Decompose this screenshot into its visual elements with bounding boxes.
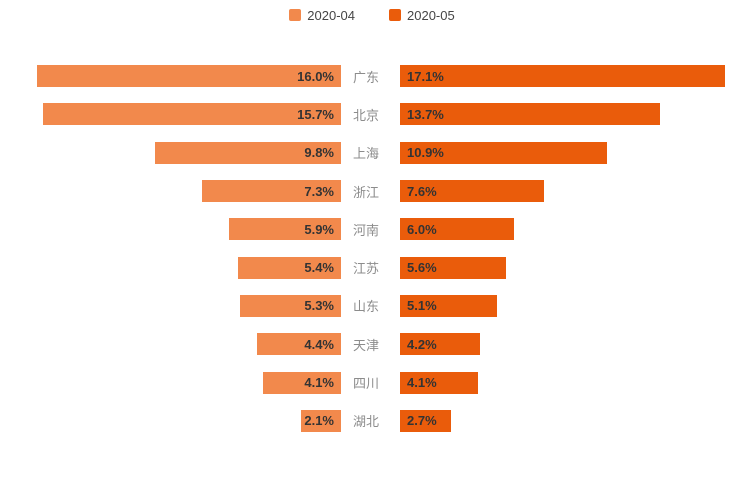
category-label: 北京 [353,107,380,123]
bar-2020-05[interactable]: 4.1% [400,371,478,394]
bar-value-2020-04: 2.1% [304,413,334,429]
legend-label-2020-05: 2020-05 [407,7,455,23]
left-bar-area: 16.0% [37,65,341,88]
category-label: 广东 [353,69,380,85]
bar-value-2020-04: 5.3% [304,298,334,314]
right-bar-area: 17.1% [400,65,744,88]
bar-value-2020-04: 9.8% [304,145,334,161]
legend-item-2020-05[interactable]: 2020-05 [389,8,455,23]
chart-row: 4.1% 四川 4.1% [0,363,744,401]
right-bar-area: 5.1% [400,294,744,317]
left-bar-area: 4.4% [37,333,341,356]
legend-item-2020-04[interactable]: 2020-04 [289,8,355,23]
category-label: 四川 [353,376,380,392]
right-bar-area: 2.7% [400,409,744,432]
category-label: 上海 [353,146,380,162]
bar-2020-04[interactable]: 4.1% [263,371,341,394]
right-bar-area: 5.6% [400,256,744,279]
chart-row: 2.1% 湖北 2.7% [0,402,744,440]
bar-value-2020-05: 10.9% [407,145,444,161]
bar-value-2020-05: 4.1% [407,375,437,391]
bar-2020-05[interactable]: 5.6% [400,256,507,279]
legend-swatch-2020-05 [389,9,401,21]
left-bar-area: 5.3% [37,294,341,317]
bar-2020-04[interactable]: 2.1% [301,409,341,432]
chart-row: 15.7% 北京 13.7% [0,95,744,133]
left-bar-area: 4.1% [37,371,341,394]
left-bar-area: 15.7% [37,103,341,126]
legend: 2020-04 2020-05 [0,0,744,23]
category-label: 湖北 [353,414,380,430]
bar-value-2020-05: 5.1% [407,298,437,314]
bar-2020-05[interactable]: 2.7% [400,409,452,432]
chart-row: 16.0% 广东 17.1% [0,57,744,95]
chart-row: 7.3% 浙江 7.6% [0,172,744,210]
bar-value-2020-04: 7.3% [304,183,334,199]
bar-2020-05[interactable]: 13.7% [400,103,661,126]
bar-value-2020-04: 5.4% [304,260,334,276]
bar-value-2020-05: 2.7% [407,413,437,429]
bar-2020-04[interactable]: 4.4% [257,333,341,356]
bar-value-2020-05: 7.6% [407,183,437,199]
bar-2020-04[interactable]: 15.7% [42,103,341,126]
left-bar-area: 5.9% [37,218,341,241]
chart-row: 5.9% 河南 6.0% [0,210,744,248]
bar-value-2020-04: 5.9% [304,221,334,237]
right-bar-area: 7.6% [400,180,744,203]
bar-value-2020-05: 13.7% [407,106,444,122]
bar-value-2020-04: 15.7% [297,106,334,122]
chart-rows: 16.0% 广东 17.1% 15.7% 北京 13.7% 9.8% [0,57,744,440]
bar-value-2020-05: 5.6% [407,260,437,276]
left-bar-area: 9.8% [37,141,341,164]
chart-row: 9.8% 上海 10.9% [0,134,744,172]
right-bar-area: 4.2% [400,333,744,356]
bar-value-2020-04: 4.1% [304,375,334,391]
bar-value-2020-05: 4.2% [407,336,437,352]
bar-2020-05[interactable]: 17.1% [400,65,725,88]
right-bar-area: 4.1% [400,371,744,394]
category-label: 天津 [353,337,380,353]
right-bar-area: 6.0% [400,218,744,241]
bar-2020-04[interactable]: 5.9% [228,218,341,241]
category-label: 山东 [353,299,380,315]
bar-2020-04[interactable]: 5.4% [238,256,341,279]
bar-2020-04[interactable]: 9.8% [154,141,341,164]
left-bar-area: 5.4% [37,256,341,279]
chart-row: 5.4% 江苏 5.6% [0,248,744,286]
bar-value-2020-05: 6.0% [407,221,437,237]
bar-value-2020-04: 16.0% [297,68,334,84]
bar-2020-05[interactable]: 4.2% [400,333,480,356]
chart-row: 5.3% 山东 5.1% [0,287,744,325]
bar-2020-05[interactable]: 10.9% [400,141,608,164]
right-bar-area: 13.7% [400,103,744,126]
bar-2020-04[interactable]: 16.0% [37,65,341,88]
bar-2020-05[interactable]: 7.6% [400,180,545,203]
bar-2020-05[interactable]: 6.0% [400,218,514,241]
right-bar-area: 10.9% [400,141,744,164]
bar-value-2020-05: 17.1% [407,68,444,84]
bar-2020-04[interactable]: 7.3% [202,180,341,203]
category-label: 江苏 [353,261,380,277]
legend-label-2020-04: 2020-04 [307,7,355,23]
bar-2020-05[interactable]: 5.1% [400,294,497,317]
chart-row: 4.4% 天津 4.2% [0,325,744,363]
category-label: 河南 [353,222,380,238]
bar-value-2020-04: 4.4% [304,336,334,352]
legend-swatch-2020-04 [289,9,302,21]
category-label: 浙江 [353,184,380,200]
left-bar-area: 7.3% [37,180,341,203]
left-bar-area: 2.1% [37,409,341,432]
bar-2020-04[interactable]: 5.3% [240,294,341,317]
